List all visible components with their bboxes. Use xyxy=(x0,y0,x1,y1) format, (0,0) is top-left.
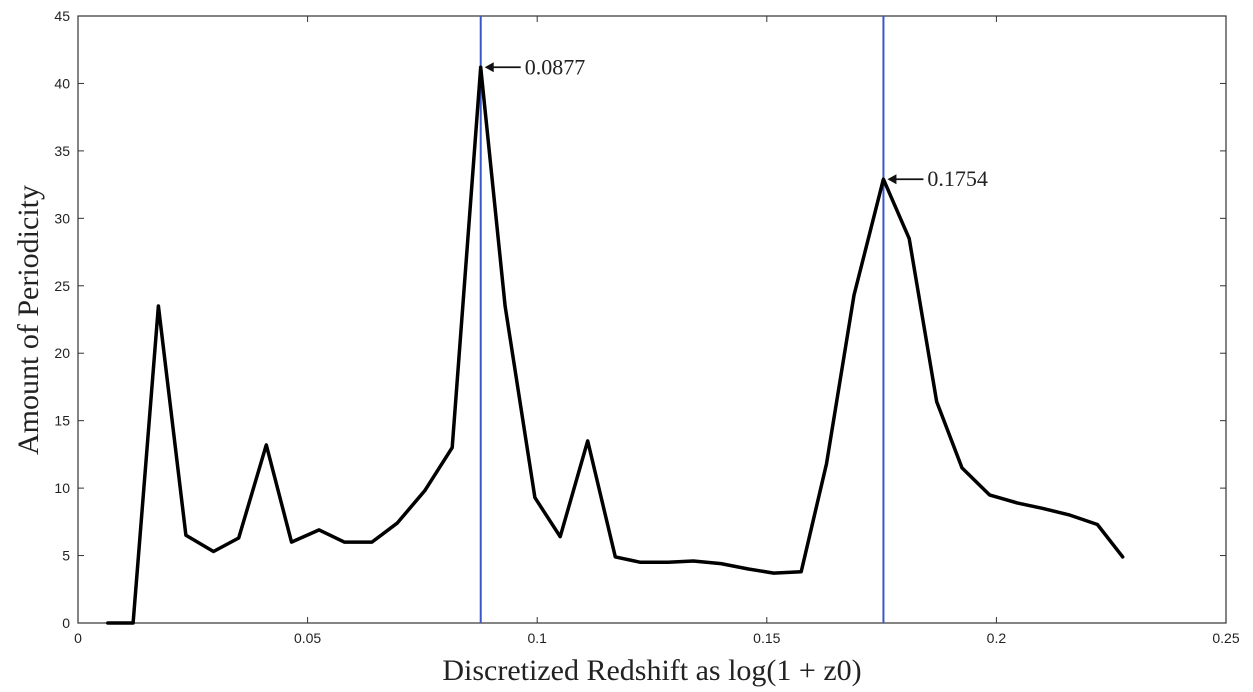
annotation-label: 0.1754 xyxy=(927,166,988,191)
reference-lines xyxy=(479,16,885,623)
x-tick-label: 0.2 xyxy=(987,630,1007,646)
y-axis-title: Amount of Periodicity xyxy=(12,185,45,455)
annotations: 0.0877 0.1754 xyxy=(484,54,988,191)
x-tick-label: 0.25 xyxy=(1212,630,1239,646)
annotation-arrowhead xyxy=(887,174,897,185)
plot-frame xyxy=(77,15,1227,624)
y-tick-label: 10 xyxy=(54,480,70,496)
y-tick-label: 15 xyxy=(54,413,70,429)
y-tick-label: 5 xyxy=(62,548,70,564)
x-axis-title: Discretized Redshift as log(1 + z0) xyxy=(442,654,861,687)
x-tick-label: 0.15 xyxy=(753,630,780,646)
annotation-arrowhead xyxy=(484,62,494,73)
axis-ticks: 0 0.05 0.1 0.15 0.2 0.25 0 5 10 15 20 25 30 35 40 45 xyxy=(54,8,1239,646)
y-tick-label: 0 xyxy=(62,615,70,631)
y-tick-label: 40 xyxy=(54,75,70,91)
series-group xyxy=(106,65,1125,625)
y-tick-label: 35 xyxy=(54,143,70,159)
y-tick-label: 45 xyxy=(54,8,70,24)
x-tick-label: 0.1 xyxy=(527,630,547,646)
y-tick-label: 30 xyxy=(54,210,70,226)
y-tick-label: 25 xyxy=(54,278,70,294)
y-tick-label: 20 xyxy=(54,345,70,361)
annotation-label: 0.0877 xyxy=(525,54,586,79)
x-tick-label: 0 xyxy=(74,630,82,646)
x-tick-label: 0.05 xyxy=(294,630,321,646)
